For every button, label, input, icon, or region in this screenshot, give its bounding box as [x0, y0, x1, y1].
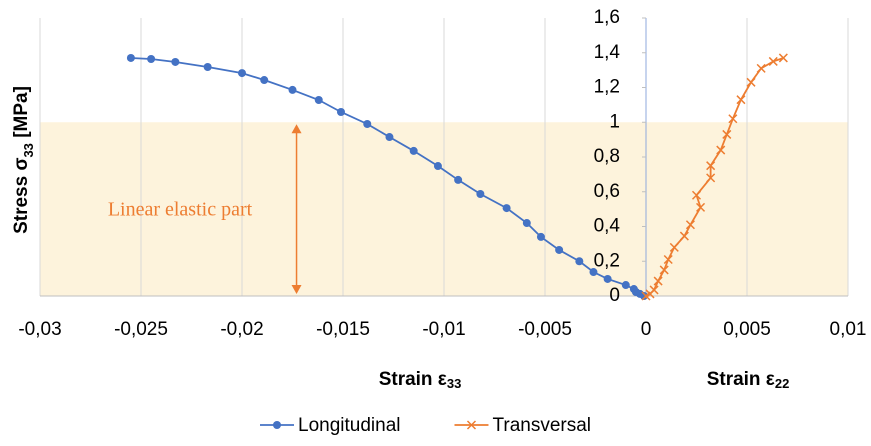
marker	[653, 276, 663, 286]
marker	[706, 173, 716, 183]
marker	[736, 95, 746, 105]
marker	[669, 242, 679, 252]
marker	[522, 219, 531, 228]
legend-label: Transversal	[492, 415, 591, 436]
marker	[555, 245, 564, 254]
marker	[603, 274, 612, 283]
arrow-head	[291, 124, 302, 134]
marker	[433, 162, 442, 171]
y-tick-label: 0	[609, 285, 620, 306]
marker	[409, 146, 418, 155]
marker	[454, 175, 463, 184]
marker	[363, 119, 372, 128]
marker	[696, 202, 706, 212]
y-axis-title-part: 33	[21, 143, 36, 157]
marker	[679, 231, 689, 241]
arrow-head	[291, 285, 302, 294]
x-tick-label: 0,01	[830, 319, 867, 340]
y-tick-label: 0,4	[594, 216, 621, 237]
marker	[260, 76, 269, 85]
marker	[502, 204, 511, 213]
x-axis-title: Strain ε22	[707, 369, 790, 391]
y-axis-title: Stress σ33 [MPa]	[11, 86, 36, 234]
x-tick-label: -0,01	[422, 319, 465, 340]
marker	[728, 114, 738, 124]
x-tick-label: -0,02	[220, 319, 263, 340]
marker	[314, 96, 323, 105]
legend-label: Longitudinal	[298, 415, 400, 436]
legend-marker	[466, 420, 477, 430]
marker	[768, 56, 778, 66]
annotation: Linear elastic part	[108, 199, 253, 221]
y-tick-label: 0,6	[594, 181, 620, 202]
y-tick-label: 1,6	[594, 7, 620, 28]
x-axis-title-part: Strain ε	[707, 369, 775, 390]
y-tick-label: 1	[609, 111, 620, 132]
y-tick-label: 1,4	[594, 42, 621, 63]
marker	[171, 57, 180, 66]
marker	[663, 254, 673, 265]
legend-marker	[273, 421, 281, 429]
x-tick-label: -0,03	[18, 319, 61, 340]
x-tick-label: 0	[641, 319, 652, 340]
x-tick-label: 0,005	[723, 319, 771, 340]
x-axis-title-part: 33	[447, 376, 461, 391]
marker	[621, 281, 630, 290]
marker	[778, 53, 788, 63]
marker	[659, 265, 669, 275]
marker	[575, 257, 584, 266]
x-tick-label: -0,025	[114, 319, 168, 340]
marker	[589, 268, 598, 277]
y-tick-label: 0,2	[594, 250, 620, 271]
marker	[746, 77, 756, 87]
marker	[706, 161, 716, 171]
y-axis-title-part: Stress σ	[11, 158, 32, 234]
marker	[756, 63, 766, 73]
marker	[536, 232, 545, 241]
y-tick-label: 1,2	[594, 77, 620, 98]
marker	[476, 190, 485, 199]
x-tick-label: -0,015	[316, 319, 370, 340]
x-axis-title-part: 22	[775, 376, 789, 391]
marker	[147, 55, 156, 64]
marker	[238, 69, 246, 78]
marker	[336, 107, 345, 116]
marker	[685, 220, 695, 230]
marker	[126, 53, 135, 62]
marker	[649, 285, 659, 295]
x-axis-title-part: Strain ε	[379, 369, 447, 390]
marker	[691, 190, 702, 200]
marker	[288, 85, 297, 94]
marker	[203, 62, 212, 71]
x-tick-label: -0,005	[518, 319, 572, 340]
x-axis-title: Strain ε33	[379, 369, 462, 391]
marker	[716, 145, 726, 155]
marker	[385, 133, 394, 142]
marker	[639, 292, 648, 300]
y-tick-label: 0,8	[594, 146, 620, 167]
y-axis-title-part: [MPa]	[11, 86, 32, 143]
marker	[722, 129, 732, 139]
